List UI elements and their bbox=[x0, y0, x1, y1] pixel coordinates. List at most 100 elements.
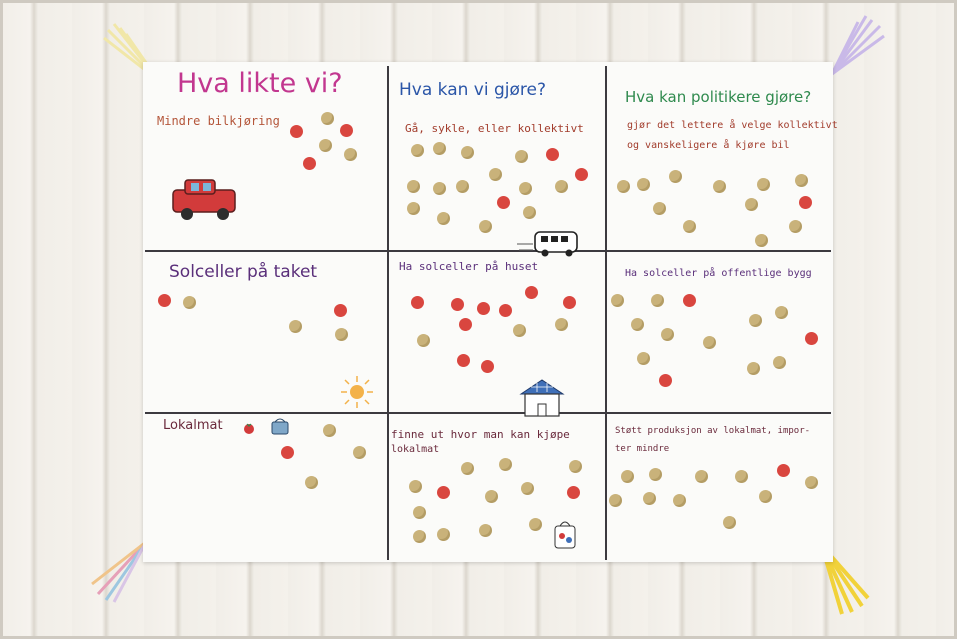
note-politicians-line2: og vanskeligere å kjøre bil bbox=[627, 140, 790, 151]
sticker-dot bbox=[617, 180, 630, 193]
sticker-dot bbox=[611, 294, 624, 307]
note-politicians-line1: gjør det lettere å velge kollektivt bbox=[627, 120, 838, 131]
note-walk-bike-transit: Gå, sykle, eller kollektivt bbox=[405, 122, 584, 135]
sticker-dot bbox=[411, 144, 424, 157]
sticker-dot bbox=[289, 320, 302, 333]
sticker-dot bbox=[461, 462, 474, 475]
sticker-dot bbox=[643, 492, 656, 505]
heading-support-local-food-line1: Støtt produksjon av lokalmat, impor- bbox=[615, 426, 811, 436]
sticker-dot bbox=[529, 518, 542, 531]
sticker-dot bbox=[789, 220, 802, 233]
sticker-dot bbox=[321, 112, 334, 125]
sticker-dot bbox=[723, 516, 736, 529]
sticker-dot bbox=[777, 464, 790, 477]
heading-solar-house: Ha solceller på huset bbox=[399, 260, 539, 273]
sticker-dot bbox=[479, 220, 492, 233]
sticker-dot bbox=[499, 304, 512, 317]
sticker-dot bbox=[649, 468, 662, 481]
sticker-dot bbox=[609, 494, 622, 507]
sticker-dot bbox=[481, 360, 494, 373]
sticker-dot bbox=[459, 318, 472, 331]
grid-line-h1 bbox=[145, 250, 831, 252]
sticker-dot bbox=[479, 524, 492, 537]
sticker-dot bbox=[555, 180, 568, 193]
sticker-dot bbox=[799, 196, 812, 209]
sticker-dot bbox=[519, 182, 532, 195]
sticker-dot bbox=[661, 328, 674, 341]
grid-line-v1 bbox=[387, 66, 389, 560]
sticker-dot bbox=[515, 150, 528, 163]
sticker-dot bbox=[631, 318, 644, 331]
heading-what-can-politicians-do: Hva kan politikere gjøre? bbox=[625, 88, 812, 106]
sticker-dot bbox=[567, 486, 580, 499]
sticker-dot bbox=[745, 198, 758, 211]
sticker-dot bbox=[344, 148, 357, 161]
note-less-driving: Mindre bilkjøring bbox=[157, 114, 280, 128]
sticker-dot bbox=[433, 182, 446, 195]
sticker-dot bbox=[158, 294, 171, 307]
sticker-dot bbox=[456, 180, 469, 193]
sticker-dot bbox=[499, 458, 512, 471]
sticker-dot bbox=[659, 374, 672, 387]
sticker-dot bbox=[417, 334, 430, 347]
heading-find-local-food-line2: lokalmat bbox=[391, 444, 440, 455]
heading-what-we-liked: Hva likte vi? bbox=[177, 68, 343, 99]
sticker-dot bbox=[457, 354, 470, 367]
sticker-dot bbox=[437, 212, 450, 225]
sticker-dot bbox=[437, 528, 450, 541]
sticker-dot bbox=[183, 296, 196, 309]
sticker-dot bbox=[703, 336, 716, 349]
tassel-bottom-left bbox=[91, 540, 148, 603]
sun-drawing bbox=[341, 376, 373, 408]
sticker-dot bbox=[485, 490, 498, 503]
sticker-dot bbox=[773, 356, 786, 369]
tomato-icon bbox=[244, 423, 254, 434]
sticker-dot bbox=[555, 318, 568, 331]
grid-line-v2 bbox=[605, 66, 607, 560]
sticker-dot bbox=[525, 286, 538, 299]
sticker-dot bbox=[805, 332, 818, 345]
sticker-dot bbox=[340, 124, 353, 137]
sticker-dot bbox=[513, 324, 526, 337]
sticker-dot bbox=[563, 296, 576, 309]
heading-solar-public-buildings: Ha solceller på offentlige bygg bbox=[625, 268, 812, 279]
heading-support-local-food-line2: ter mindre bbox=[615, 444, 670, 454]
sticker-dot bbox=[323, 424, 336, 437]
sticker-dot bbox=[683, 294, 696, 307]
sticker-dot bbox=[497, 196, 510, 209]
sticker-dot bbox=[621, 470, 634, 483]
sticker-dot bbox=[303, 157, 316, 170]
sticker-dot bbox=[477, 302, 490, 315]
sticker-dot bbox=[521, 482, 534, 495]
sticker-dot bbox=[569, 460, 582, 473]
heading-what-can-we-do: Hva kan vi gjøre? bbox=[399, 80, 547, 100]
heading-find-local-food-line1: finne ut hvor man kan kjøpe bbox=[391, 428, 570, 441]
sticker-dot bbox=[407, 180, 420, 193]
sticker-dot bbox=[290, 125, 303, 138]
heading-solar-roof: Solceller på taket bbox=[169, 262, 318, 282]
sticker-dot bbox=[759, 490, 772, 503]
sticker-dot bbox=[637, 352, 650, 365]
sticker-dot bbox=[411, 296, 424, 309]
basket-icon bbox=[271, 418, 289, 435]
sticker-dot bbox=[409, 480, 422, 493]
sticker-dot bbox=[461, 146, 474, 159]
sticker-dot bbox=[673, 494, 686, 507]
sticker-dot bbox=[651, 294, 664, 307]
sticker-dot bbox=[523, 206, 536, 219]
sticker-dot bbox=[407, 202, 420, 215]
sticker-dot bbox=[546, 148, 559, 161]
bus-drawing bbox=[517, 231, 578, 257]
sticker-dot bbox=[755, 234, 768, 247]
red-car-drawing bbox=[172, 179, 236, 220]
sticker-dot bbox=[437, 486, 450, 499]
sticker-dot bbox=[305, 476, 318, 489]
sticker-dot bbox=[451, 298, 464, 311]
poster-sheet: Hva likte vi? Mindre bilkjøring Hva kan … bbox=[143, 62, 838, 562]
sticker-dot bbox=[334, 304, 347, 317]
sticker-dot bbox=[805, 476, 818, 489]
sticker-dot bbox=[713, 180, 726, 193]
sticker-dot bbox=[669, 170, 682, 183]
sticker-dot bbox=[683, 220, 696, 233]
